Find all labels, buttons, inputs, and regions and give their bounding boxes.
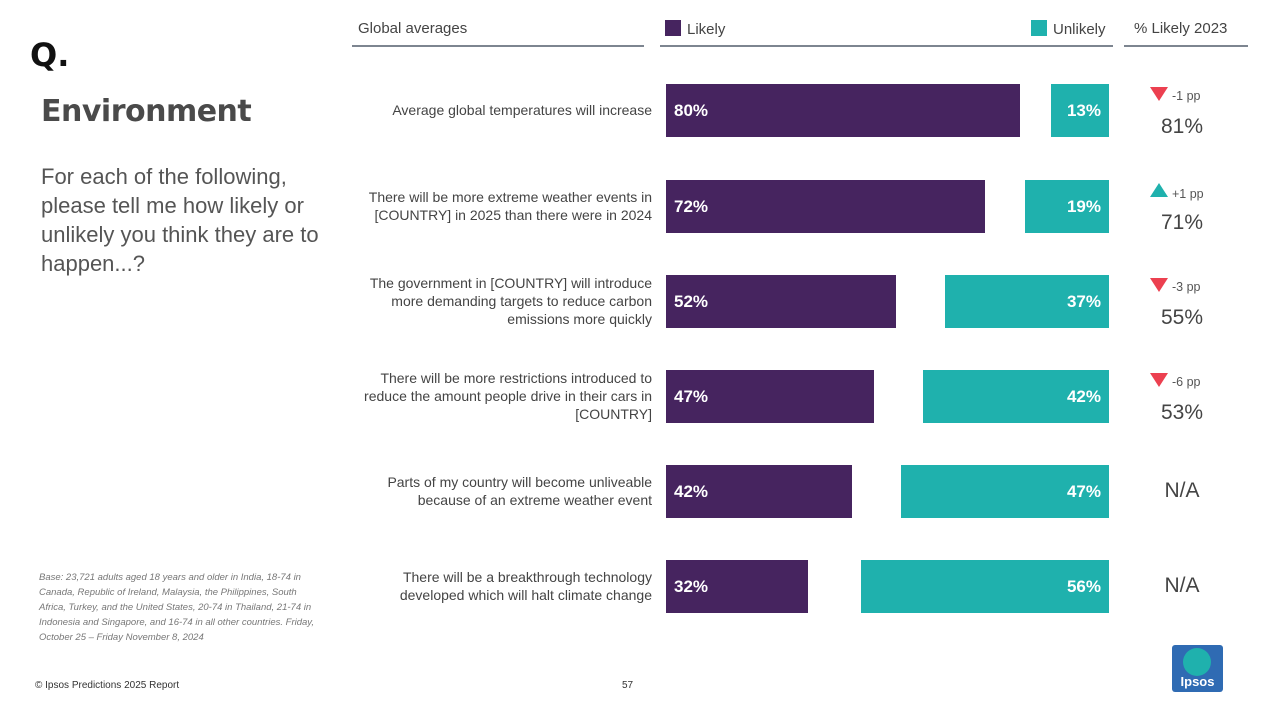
bar-unlikely: 37%	[945, 275, 1109, 328]
likely-2023-value: 53%	[1160, 401, 1204, 424]
legend-likely: Likely	[665, 20, 725, 38]
base-footnote: Base: 23,721 adults aged 18 years and ol…	[39, 572, 314, 643]
bar-likely: 72%	[666, 180, 985, 233]
bar-label-unlikely: 42%	[1066, 387, 1101, 406]
likely-2023-value: 81%	[1160, 115, 1204, 138]
change-text: -6 pp	[1172, 375, 1201, 389]
bar-label-unlikely: 56%	[1066, 577, 1101, 596]
bar-label-likely: 42%	[674, 482, 709, 501]
change-indicator: -3 pp	[1150, 278, 1201, 294]
header-divider	[352, 45, 644, 47]
triangle-down-icon	[1150, 373, 1168, 387]
ipsos-logo-text: Ipsos	[1180, 674, 1215, 689]
bar-label-likely: 72%	[674, 197, 709, 216]
likely-2023-value: N/A	[1164, 479, 1200, 502]
bar-label-likely: 32%	[674, 577, 709, 596]
bar-likely: 52%	[666, 275, 897, 328]
change-text: -1 pp	[1172, 89, 1201, 103]
legend-label-likely: Likely	[687, 21, 726, 38]
category-label: Average global temperatures will increas…	[392, 102, 652, 118]
bar-unlikely: 13%	[1051, 84, 1109, 137]
likely-2023-value: 71%	[1160, 211, 1204, 234]
category-label: There will be a breakthrough technology …	[399, 569, 652, 603]
bar-unlikely: 47%	[900, 465, 1109, 518]
logo-circle	[1183, 648, 1211, 676]
legend-swatch-unlikely	[1031, 20, 1047, 36]
copyright-text: © Ipsos Predictions 2025 Report	[35, 680, 180, 691]
triangle-up-icon	[1150, 183, 1168, 197]
change-indicator: -1 pp	[1150, 87, 1201, 103]
bar-unlikely: 56%	[860, 560, 1109, 613]
question-text: For each of the following, please tell m…	[41, 164, 319, 276]
header-divider	[660, 45, 1113, 47]
bar-label-likely: 52%	[674, 292, 709, 311]
column-header-global-averages: Global averages	[358, 20, 468, 37]
bar-unlikely: 42%	[922, 370, 1109, 423]
bar-likely: 32%	[666, 560, 808, 613]
change-text: -3 pp	[1172, 280, 1201, 294]
bar-label-unlikely: 19%	[1066, 197, 1101, 216]
change-indicator: -6 pp	[1150, 373, 1201, 389]
header-divider	[1124, 45, 1248, 47]
bar-likely: 47%	[666, 370, 875, 423]
bar-label-unlikely: 13%	[1066, 101, 1101, 120]
legend-unlikely: Unlikely	[1031, 20, 1106, 38]
likely-2023-value: 55%	[1160, 306, 1204, 329]
bar-label-likely: 47%	[674, 387, 709, 406]
likely-2023-value: N/A	[1164, 574, 1200, 597]
bar-label-unlikely: 47%	[1066, 482, 1101, 501]
category-label: There will be more extreme weather event…	[368, 189, 652, 223]
legend-label-unlikely: Unlikely	[1053, 21, 1106, 38]
bar-unlikely: 19%	[1024, 180, 1109, 233]
bar-likely: 42%	[666, 465, 853, 518]
triangle-down-icon	[1150, 278, 1168, 292]
triangle-down-icon	[1150, 87, 1168, 101]
category-label: The government in [COUNTRY] will introdu…	[369, 275, 652, 327]
page-number: 57	[622, 680, 634, 691]
legend-swatch-likely	[665, 20, 681, 36]
bar-likely: 80%	[666, 84, 1021, 137]
q-logo-mark: Q.	[30, 36, 70, 74]
change-indicator: +1 pp	[1150, 183, 1204, 201]
change-text: +1 pp	[1172, 187, 1204, 201]
ipsos-logo: Ipsos	[1172, 645, 1223, 692]
bar-label-unlikely: 37%	[1066, 292, 1101, 311]
bar-label-likely: 80%	[674, 101, 709, 120]
column-header-likely-2023: % Likely 2023	[1134, 20, 1228, 37]
category-label: There will be more restrictions introduc…	[364, 370, 652, 422]
page-title: Environment	[41, 94, 252, 129]
category-label: Parts of my country will become unliveab…	[387, 474, 652, 508]
